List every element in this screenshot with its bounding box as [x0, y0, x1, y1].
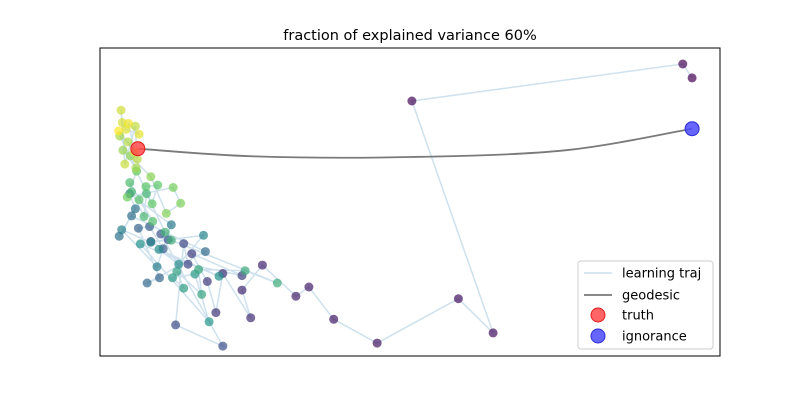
trajectory-point: [120, 159, 130, 169]
trajectory-point: [142, 189, 151, 199]
trajectory-point: [118, 145, 128, 155]
trajectory-point: [187, 249, 197, 259]
endpoint-markers-layer: [130, 121, 700, 157]
trajectory-point: [171, 320, 181, 330]
trajectory-point: [141, 182, 151, 192]
trajectory-point: [135, 239, 145, 249]
trajectory-point: [139, 212, 149, 221]
geodesic-line: [137, 127, 693, 159]
trajectory-point: [194, 265, 204, 274]
trajectory-point: [488, 328, 498, 338]
trajectory-point: [687, 73, 697, 83]
trajectory-point: [117, 225, 127, 235]
truth-marker: [130, 141, 146, 157]
trajectory-point: [124, 119, 133, 128]
trajectory-point: [146, 172, 156, 182]
trajectory-point: [125, 178, 135, 188]
trajectory-point: [407, 96, 417, 106]
trajectory-point: [204, 317, 214, 327]
trajectory-point: [114, 126, 124, 136]
trajectory-point: [146, 237, 156, 247]
trajectory-point: [246, 313, 256, 323]
trajectory-point: [147, 199, 157, 209]
trajectory-point: [123, 137, 133, 147]
trajectory-point: [134, 129, 144, 139]
trajectory-point: [130, 204, 140, 214]
trajectory-point: [122, 192, 132, 202]
trajectory-point: [199, 230, 208, 240]
trajectory-point: [291, 291, 301, 301]
legend-label-ignorance: ignorance: [622, 330, 687, 345]
trajectory-point: [148, 216, 158, 226]
trajectory-point: [154, 244, 164, 254]
legend-swatch-ignorance: [590, 328, 606, 344]
trajectory-point: [272, 278, 282, 288]
trajectory-point: [200, 247, 210, 257]
trajectory-point: [127, 211, 137, 221]
trajectory-point: [116, 105, 126, 115]
trajectory-point: [132, 154, 142, 164]
legend-label-geodesic: geodesic: [622, 289, 680, 304]
trajectory-point: [218, 341, 228, 351]
trajectory-point: [131, 163, 141, 173]
trajectory-point: [130, 121, 140, 131]
trajectory-point: [160, 227, 170, 237]
legend-swatch-truth: [590, 307, 606, 323]
trajectory-point: [152, 262, 162, 272]
trajectory-point: [142, 278, 152, 288]
trajectory-point: [166, 220, 176, 230]
trajectory-point: [155, 273, 164, 283]
trajectory-point: [211, 308, 221, 318]
chart-title: fraction of explained variance 60%: [283, 28, 536, 44]
legend-label-truth: truth: [622, 309, 654, 324]
trajectory-point: [197, 289, 207, 299]
trajectory-point: [133, 223, 143, 233]
trajectory-point: [237, 285, 247, 295]
trajectory-point: [214, 271, 224, 281]
geodesic-layer: [137, 127, 693, 159]
trajectory-point: [166, 235, 176, 245]
legend-label-learning-traj: learning traj: [622, 267, 701, 282]
trajectory-point: [179, 239, 189, 249]
trajectory-point: [179, 283, 189, 293]
trajectory-point: [168, 183, 178, 192]
trajectory-point: [174, 259, 184, 269]
trajectory-point: [372, 338, 382, 348]
legend-box: [577, 260, 714, 350]
trajectory-point: [183, 259, 193, 269]
legend: learning traj geodesic truth ignorance: [577, 260, 714, 350]
trajectory-point: [161, 208, 171, 218]
trajectory-point: [176, 198, 186, 208]
ignorance-marker: [684, 121, 700, 137]
trajectory-point: [304, 282, 314, 292]
trajectory-points-layer: [114, 59, 697, 351]
trajectory-point: [240, 266, 250, 276]
trajectory-point: [453, 294, 463, 304]
trajectory-point: [153, 180, 163, 190]
trajectory-point: [257, 260, 267, 270]
trajectory-point: [202, 277, 212, 286]
trajectory-point: [172, 267, 182, 277]
trajectory-point: [134, 195, 144, 205]
trajectory-point: [678, 59, 688, 69]
trajectory-point: [329, 314, 339, 324]
